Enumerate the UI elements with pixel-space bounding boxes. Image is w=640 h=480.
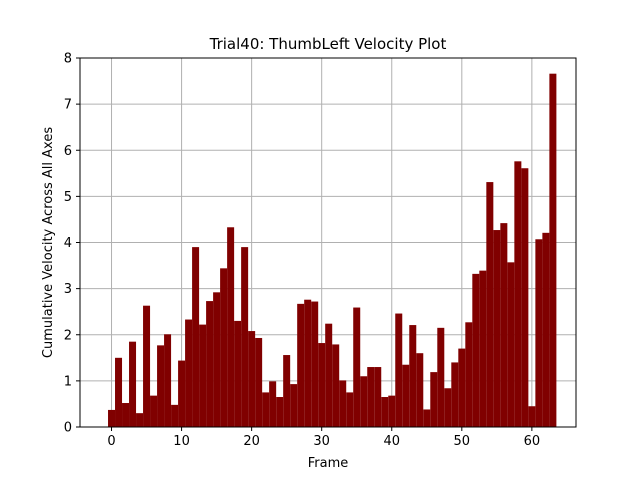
bar [206, 301, 214, 427]
bar [255, 337, 263, 427]
bar [360, 376, 368, 427]
bar [416, 353, 424, 427]
bar [514, 161, 522, 427]
bar [122, 403, 130, 427]
bar [150, 395, 158, 427]
axis-ticks: 0 10 20 30 40 50 60 0 1 2 3 4 5 6 7 8 [64, 52, 540, 450]
bar [493, 230, 501, 427]
bar [192, 247, 200, 427]
bar [115, 357, 123, 427]
bar [367, 367, 375, 427]
bar [388, 395, 396, 427]
bar [318, 343, 326, 427]
bar [402, 364, 410, 427]
x-tick-label: 10 [173, 434, 190, 449]
bar [479, 270, 487, 427]
bar [157, 345, 165, 427]
x-tick-label: 0 [107, 434, 115, 449]
x-tick-label: 50 [454, 434, 471, 449]
x-tick-label: 30 [313, 434, 330, 449]
bar [164, 334, 172, 427]
x-axis-label: Frame [308, 456, 349, 471]
y-tick-label: 8 [64, 52, 72, 67]
bar [374, 367, 382, 427]
bar [199, 324, 207, 427]
x-tick-label: 60 [524, 434, 541, 449]
y-tick-label: 2 [64, 328, 72, 343]
bar [297, 303, 305, 427]
bar [521, 168, 529, 427]
bar [549, 73, 557, 428]
y-tick-label: 4 [64, 236, 72, 251]
bar [108, 409, 116, 427]
bar [451, 362, 459, 427]
bar [542, 232, 550, 427]
bar [269, 381, 277, 427]
bar [332, 344, 340, 427]
bar [220, 268, 228, 427]
bar [528, 406, 536, 427]
bar [143, 305, 151, 427]
bar [325, 323, 333, 427]
y-tick-label: 6 [64, 144, 72, 159]
bar [507, 262, 515, 427]
bar [437, 327, 445, 427]
bar [129, 341, 137, 427]
y-tick-label: 3 [64, 282, 72, 297]
bar [185, 319, 193, 427]
bar [458, 348, 466, 427]
bar [423, 409, 431, 427]
bar [395, 313, 403, 427]
bar [171, 404, 179, 427]
bar [262, 392, 270, 427]
bar [178, 360, 186, 427]
bar [339, 380, 347, 427]
y-tick-label: 0 [64, 421, 72, 436]
bar [213, 292, 221, 427]
y-tick-label: 7 [64, 98, 72, 113]
bar [465, 322, 473, 427]
x-tick-label: 20 [243, 434, 260, 449]
chart-title: Trial40: ThumbLeft Velocity Plot [209, 35, 447, 53]
bar [311, 301, 319, 427]
bar [248, 331, 256, 427]
y-axis-label: Cumulative Velocity Across All Axes [41, 127, 56, 358]
y-tick-label: 1 [64, 374, 72, 389]
bar [241, 247, 249, 427]
bar [472, 273, 480, 427]
bar [535, 239, 543, 427]
bar [430, 372, 438, 427]
bar [346, 392, 354, 427]
bar [381, 397, 389, 427]
bar [227, 227, 235, 427]
bar [500, 223, 508, 427]
bar [409, 325, 417, 427]
bar [234, 320, 242, 427]
bars [108, 73, 557, 428]
bar [283, 355, 291, 427]
bar [290, 384, 298, 427]
y-tick-label: 5 [64, 190, 72, 205]
x-tick-label: 40 [383, 434, 400, 449]
bar [353, 307, 361, 427]
bar [304, 299, 312, 427]
bar [276, 397, 284, 427]
bar [136, 413, 144, 427]
bar [486, 182, 494, 427]
bar [444, 388, 452, 427]
